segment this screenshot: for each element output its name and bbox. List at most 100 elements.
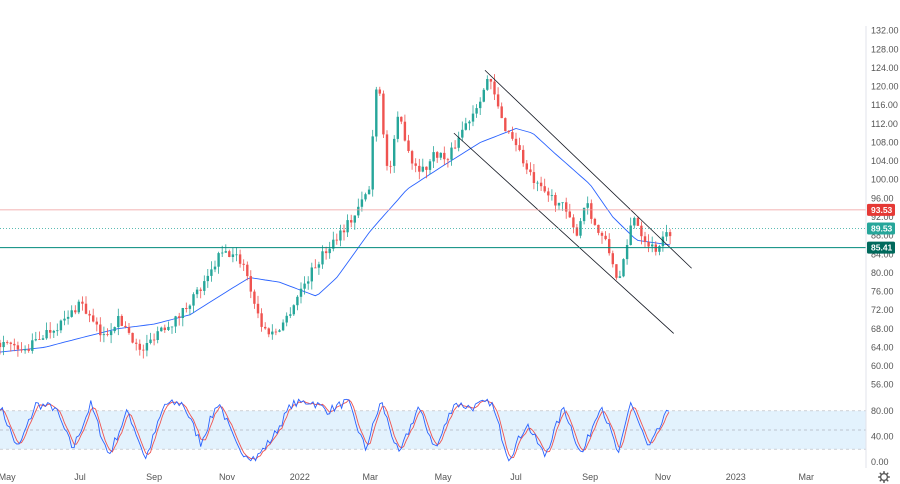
- candle: [600, 231, 604, 244]
- candlestick-series: [0, 74, 672, 359]
- candle: [425, 166, 428, 179]
- candle: [163, 324, 166, 333]
- candle: [292, 304, 295, 316]
- candle: [357, 198, 360, 218]
- candle: [95, 317, 98, 332]
- price-tick-label: 56.00: [871, 380, 894, 390]
- candle: [38, 331, 41, 340]
- candle: [446, 157, 450, 168]
- candle: [593, 217, 597, 226]
- candle: [436, 151, 439, 163]
- candle: [651, 236, 654, 253]
- stochastic-tick-label: 80.00: [871, 406, 894, 416]
- candle: [289, 307, 292, 319]
- candle: [339, 224, 342, 247]
- candle: [210, 261, 213, 282]
- price-axis[interactable]: 132.00 128.00 124.00 120.00 116.00 112.00 108.…: [871, 26, 899, 390]
- candle: [522, 145, 525, 167]
- candle: [149, 332, 152, 345]
- time-tick-label: May: [0, 472, 16, 482]
- candle: [278, 329, 281, 333]
- candle: [23, 345, 27, 354]
- descending-channel[interactable]: [453, 69, 692, 334]
- candle: [428, 159, 432, 175]
- candle: [170, 326, 174, 334]
- price-tick-label: 104.00: [871, 156, 899, 166]
- candle: [124, 321, 127, 329]
- price-pane[interactable]: [0, 69, 866, 359]
- candle: [504, 117, 507, 132]
- candle: [13, 338, 16, 352]
- candle: [160, 326, 163, 332]
- candle: [539, 176, 543, 191]
- candle: [418, 158, 421, 180]
- candle: [281, 319, 285, 332]
- candle: [66, 310, 70, 325]
- candle: [303, 276, 306, 295]
- candle: [360, 191, 364, 212]
- candle: [249, 270, 252, 299]
- price-badge-support: 85.41: [867, 241, 895, 254]
- candle: [228, 249, 231, 258]
- channel-lower-line[interactable]: [453, 132, 674, 334]
- candle: [486, 75, 489, 91]
- stochastic-k-line: [0, 398, 670, 462]
- candle: [59, 319, 63, 334]
- candle: [217, 251, 220, 274]
- candle: [590, 199, 593, 224]
- candle: [185, 302, 188, 313]
- candle: [27, 344, 30, 353]
- candle: [99, 317, 102, 342]
- candle: [550, 189, 554, 201]
- candle: [461, 121, 464, 142]
- candle: [117, 308, 120, 336]
- candle: [271, 324, 274, 340]
- candle: [135, 338, 138, 351]
- candle: [224, 244, 227, 253]
- candle: [109, 323, 113, 344]
- stochastic-pane[interactable]: [0, 398, 866, 462]
- candle: [507, 130, 510, 134]
- candle: [611, 250, 614, 268]
- price-badge-price: 89.53: [867, 222, 895, 235]
- candle: [174, 315, 177, 333]
- settings-gear-icon[interactable]: [878, 471, 890, 483]
- candle: [608, 233, 611, 256]
- horizontal-levels[interactable]: [0, 209, 866, 249]
- price-badge-label: 85.41: [871, 243, 893, 253]
- time-tick-label: Nov: [219, 472, 236, 482]
- channel-upper-line[interactable]: [484, 69, 692, 269]
- candle: [256, 295, 260, 319]
- time-tick-label: Sep: [582, 472, 598, 482]
- candle: [633, 216, 636, 229]
- candle: [81, 296, 84, 311]
- candle: [120, 314, 123, 327]
- candle: [324, 246, 328, 260]
- time-axis[interactable]: May Jul Sep Nov 2022 Mar May Jul Sep Nov 2023 Mar: [0, 472, 814, 482]
- candle: [665, 224, 668, 242]
- candle: [629, 217, 632, 246]
- stochastic-axis[interactable]: 80.00 40.00 0.00: [871, 406, 894, 467]
- price-tick-label: 124.00: [871, 63, 899, 73]
- price-badge-label: 93.53: [871, 205, 893, 215]
- moving-average-line: [0, 128, 671, 353]
- candle: [575, 224, 579, 237]
- candle: [6, 340, 9, 345]
- candle: [597, 224, 600, 236]
- candle: [131, 332, 134, 344]
- price-tick-label: 120.00: [871, 82, 899, 92]
- candle: [267, 327, 270, 338]
- candle: [231, 247, 235, 263]
- candle: [496, 87, 500, 109]
- candle: [317, 261, 321, 275]
- candle: [145, 334, 149, 357]
- stochastic-tick-label: 40.00: [871, 431, 894, 441]
- candle: [199, 287, 202, 299]
- candle: [167, 321, 170, 331]
- candle: [84, 296, 88, 315]
- candle: [92, 308, 95, 323]
- candle: [188, 304, 192, 316]
- candle: [235, 247, 238, 262]
- candle: [557, 202, 561, 211]
